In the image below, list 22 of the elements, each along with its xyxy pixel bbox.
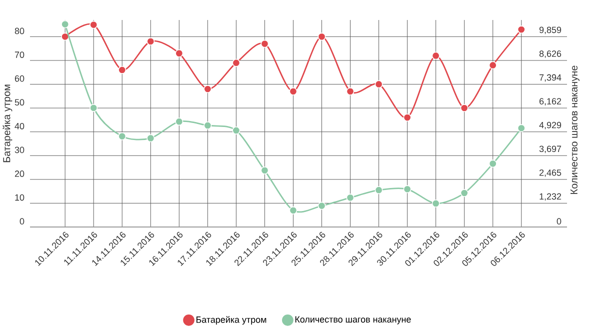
y-axis-title: Батарейка утром: [2, 84, 12, 162]
legend-label: Батарейка утром: [196, 316, 266, 325]
y-tick-label: 60: [14, 75, 24, 82]
y2-tick-label: 3,697: [539, 146, 562, 154]
y-tick-label: 0: [20, 218, 24, 224]
y2-tick-label: 9,859: [539, 26, 562, 34]
y-tick-label: 50: [14, 99, 24, 106]
y-tick-label: 10: [15, 194, 24, 201]
y-tick-label: 70: [14, 52, 24, 58]
y2-tick-label: 4,929: [539, 122, 562, 130]
y-tick-label: 40: [14, 122, 24, 130]
y-tick-label: 20: [14, 170, 24, 177]
y2-axis-title: Количество шагов накануне: [570, 66, 580, 194]
y2-tick-label: 6,162: [540, 98, 562, 106]
y2-tick-label: 1,232: [540, 193, 562, 201]
y2-tick-label: 7,394: [540, 74, 562, 82]
y-tick-label: 80: [14, 28, 24, 34]
y-tick-label: 30: [14, 146, 24, 154]
y2-tick-label: 2,465: [540, 169, 562, 177]
y2-tick-label: 8,626: [539, 50, 562, 58]
y2-tick-label: 0: [556, 218, 562, 224]
legend-label: Количество шагов накануне: [295, 316, 411, 324]
